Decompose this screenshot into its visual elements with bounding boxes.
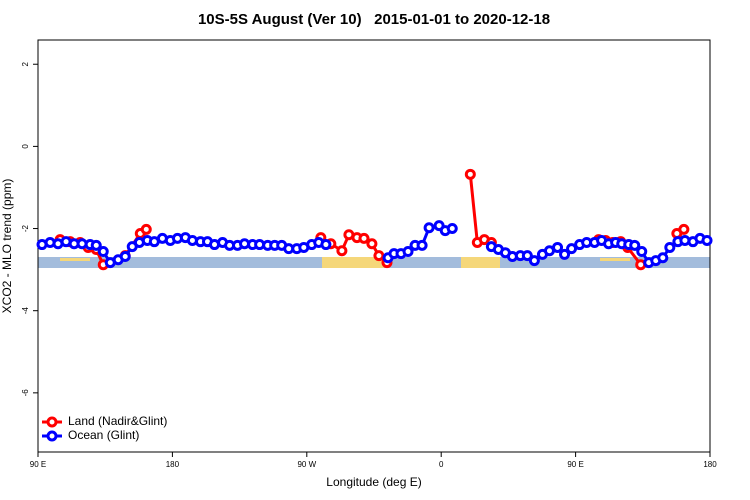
data-point (366, 238, 378, 250)
land-strip (461, 257, 500, 268)
y-tick-label: -2 (21, 224, 30, 232)
data-point (416, 239, 428, 251)
x-tick-label: 180 (703, 460, 717, 469)
series-line (59, 174, 685, 267)
data-point (566, 243, 578, 255)
y-tick-label: 2 (21, 61, 30, 66)
data-point (140, 223, 152, 235)
x-tick-label: 90 E (30, 460, 46, 469)
data-point (552, 241, 564, 253)
data-point (373, 250, 385, 262)
y-axis-label: XCO2 - MLO trend (ppm) (0, 179, 14, 314)
y-tick-label: -6 (21, 389, 30, 397)
x-axis-label: Longitude (deg E) (326, 475, 421, 489)
data-point (629, 239, 641, 251)
data-point (423, 222, 435, 234)
data-point (402, 246, 414, 258)
legend: Land (Nadir&Glint)Ocean (Glint) (42, 414, 167, 442)
x-tick-label: 90 E (567, 460, 583, 469)
chart-title: 10S-5S August (Ver 10) 2015-01-01 to 202… (198, 11, 550, 28)
legend-marker (46, 430, 58, 442)
data-point (657, 252, 669, 264)
data-point (97, 246, 109, 258)
data-point (90, 239, 102, 251)
x-tick-label: 180 (166, 460, 180, 469)
x-tick-label: 90 W (297, 460, 316, 469)
x-tick-label: 0 (439, 460, 444, 469)
data-point (559, 248, 571, 260)
land-strip (600, 258, 630, 261)
data-point (701, 234, 713, 246)
data-point (358, 232, 370, 244)
land-strip (322, 257, 384, 268)
data-point (528, 255, 540, 267)
y-tick-label: -4 (21, 307, 30, 315)
data-point (119, 250, 131, 262)
data-point (464, 168, 476, 180)
data-point (336, 245, 348, 257)
land-strip (60, 258, 90, 261)
data-point (636, 246, 648, 258)
data-point (320, 239, 332, 251)
y-tick-label: 0 (21, 144, 30, 149)
legend-marker (46, 416, 58, 428)
legend-label: Ocean (Glint) (68, 428, 139, 442)
data-point (446, 223, 458, 235)
data-point (678, 223, 690, 235)
data-point (521, 250, 533, 262)
data-point (664, 241, 676, 253)
land-ocean-strip (38, 257, 710, 268)
legend-label: Land (Nadir&Glint) (68, 414, 167, 428)
